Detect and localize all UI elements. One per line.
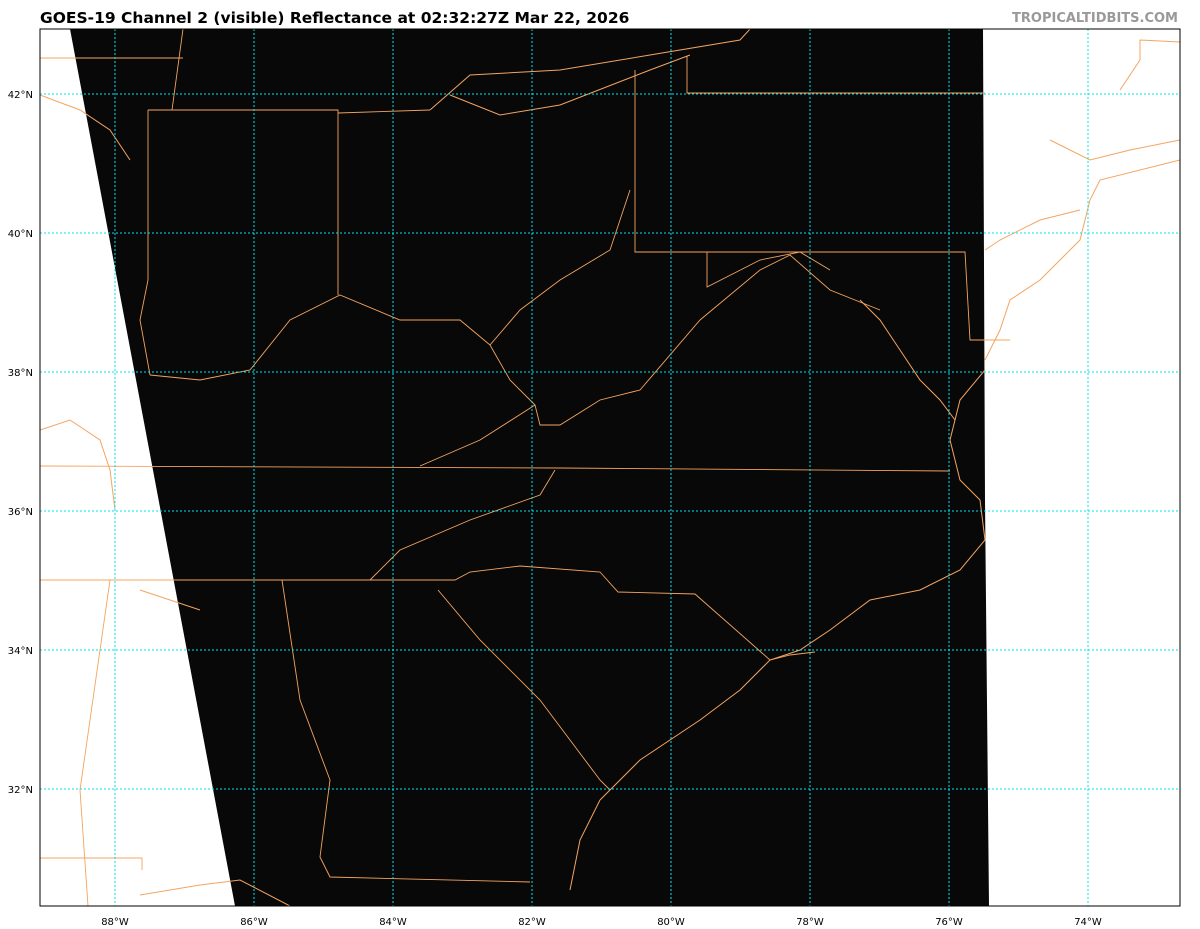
site-watermark: TROPICALTIDBITS.COM (1012, 11, 1178, 26)
lon-tick: 74°W (1074, 917, 1102, 928)
lon-tick: 80°W (657, 917, 685, 928)
lon-tick: 76°W (935, 917, 963, 928)
map-title: GOES-19 Channel 2 (visible) Reflectance … (40, 9, 630, 27)
lat-tick: 40°N (8, 229, 33, 240)
lon-tick: 88°W (101, 917, 129, 928)
lon-tick-labels: 88°W 86°W 84°W 82°W 80°W 78°W 76°W 74°W (101, 917, 1102, 928)
lat-tick: 34°N (8, 646, 33, 657)
lat-tick: 32°N (8, 785, 33, 796)
lon-tick: 86°W (240, 917, 268, 928)
lat-tick-labels: 42°N 40°N 38°N 36°N 34°N 32°N (8, 90, 33, 796)
coastlines (40, 29, 1180, 906)
lat-tick: 36°N (8, 507, 33, 518)
lon-tick: 78°W (796, 917, 824, 928)
graticule (40, 29, 1180, 906)
lon-tick: 84°W (379, 917, 407, 928)
lat-tick: 42°N (8, 90, 33, 101)
lon-tick: 82°W (518, 917, 546, 928)
map-frame (39, 28, 1181, 907)
lat-tick: 38°N (8, 368, 33, 379)
